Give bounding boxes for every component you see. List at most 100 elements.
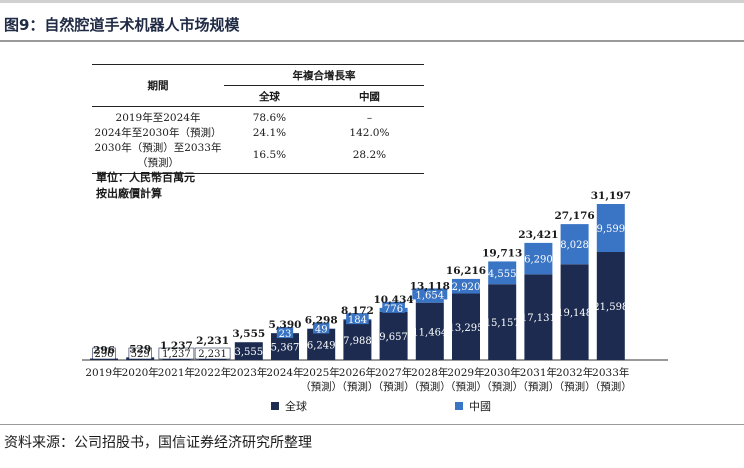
table-cell-period: 2024年至2030年（預測） [94,127,222,139]
data-label-china: 2,920 [452,282,481,293]
x-tick-sublabel: （預測） [517,380,559,393]
table-header-period: 期間 [92,64,224,107]
data-label-box [382,301,405,313]
data-label-global: 17,131 [521,313,556,324]
unit-note: 單位：人民幣百萬元 按出廠價計算 [96,170,195,202]
source-rule [0,424,744,425]
bar-global [488,284,517,360]
total-label: 5,390 [269,319,302,331]
table-row: 2019年至2024年 78.6% – [92,107,424,126]
data-label-global: 21,598 [593,302,628,313]
table-cell-china: 142.0% [349,126,390,139]
data-label-global: 529 [131,349,150,360]
bar-china [524,242,553,275]
x-tick-sublabel: （預測） [481,380,523,393]
bar-global [452,293,480,360]
total-label: 31,197 [591,190,631,202]
bar-global [524,274,553,360]
data-label-global: 7,988 [343,336,372,347]
x-tick-sublabel: （預測） [373,380,415,393]
unit-line: 單位：人民幣百萬元 [96,171,195,184]
total-label: 296 [93,345,115,357]
table-cell-china: – [366,111,373,124]
total-label: 2,231 [196,335,229,347]
bar-china [596,204,625,253]
table-cell-period: 2019年至2024年 [115,112,201,124]
x-tick-sublabel: （預測） [445,380,487,393]
table-cell-china: 28.2% [352,149,387,161]
total-label: 1,237 [160,340,193,352]
data-label-box [276,327,294,339]
x-tick-sublabel: （預測） [409,380,451,393]
data-label-china: 184 [348,315,367,326]
data-label-global: 2,231 [198,349,227,360]
x-tick-label: 2022年 [194,366,231,379]
bar-global [379,311,408,360]
x-tick-sublabel: （預測） [300,380,342,393]
table-cell-global: 24.1% [252,126,287,139]
data-label-global: 13,295 [449,323,484,334]
table-cell-global: 78.6% [252,111,287,124]
x-tick-label: 2027年 [375,366,412,379]
table-header-china: 中國 [314,85,424,107]
data-label-china: 8,028 [560,240,589,251]
bar-global [415,302,444,360]
bar-china [560,224,589,265]
total-label: 23,421 [518,229,558,241]
bar-china [452,278,480,294]
x-tick-label: 2028年 [411,366,448,379]
total-label: 13,118 [410,280,450,292]
x-tick-sublabel: （預測） [336,380,378,393]
total-label: 10,434 [374,294,414,306]
table-row: 2030年（預測）至2033年（預測） 16.5% 28.2% [92,140,424,174]
data-label-global: 5,367 [271,343,300,354]
x-tick-label: 2021年 [158,366,195,379]
data-label-global: 15,157 [485,318,520,329]
data-label-box [346,313,369,325]
x-tick-label: 2025年 [303,366,340,379]
data-label-china: 4,555 [488,269,517,280]
data-label-box [313,322,330,334]
bar-global [234,342,263,360]
data-label-box [412,288,448,300]
x-tick-label: 2020年 [122,366,159,379]
legend-china: 中國 [455,398,491,414]
table-header-global: 全球 [224,85,315,107]
total-label: 529 [129,343,151,355]
data-label-global: 11,464 [412,327,447,338]
title-rule [0,40,744,42]
x-tick-label: 2023年 [230,366,267,379]
bar-global [343,320,372,360]
data-label-global: 3,555 [234,347,263,358]
x-tick-label: 2030年 [484,366,521,379]
data-label-box [92,347,116,360]
total-label: 3,555 [232,328,265,340]
total-label: 6,298 [305,315,338,327]
data-label-global: 6,249 [307,340,336,351]
figure-title: 图9：自然腔道手术机器人市场规模 [4,16,240,34]
data-label-box [128,347,152,360]
legend-swatch-global [271,402,279,410]
data-label-box [194,347,231,360]
data-label-global: 1,237 [162,349,191,360]
legend-label-global: 全球 [285,400,307,413]
data-label-china: 6,290 [524,255,553,266]
table-cell-period: 2030年（預測）至2033年（預測） [94,142,222,169]
total-label: 27,176 [555,210,595,222]
table-row: 2024年至2030年（預測） 24.1% 142.0% [92,125,424,140]
data-label-china: 23 [279,329,292,340]
x-tick-label: 2026年 [339,366,376,379]
x-tick-label: 2031年 [520,366,557,379]
total-label: 8,172 [341,305,374,317]
x-tick-label: 2029年 [447,366,484,379]
bar-global [596,252,625,360]
bar-global [307,328,336,360]
x-tick-label: 2032年 [556,366,593,379]
total-label: 16,216 [446,265,486,277]
data-label-global: 19,148 [557,308,592,319]
legend-global: 全球 [271,398,307,414]
x-tick-label: 2024年 [266,366,303,379]
bar-global [560,264,589,360]
data-label-box [158,347,195,360]
